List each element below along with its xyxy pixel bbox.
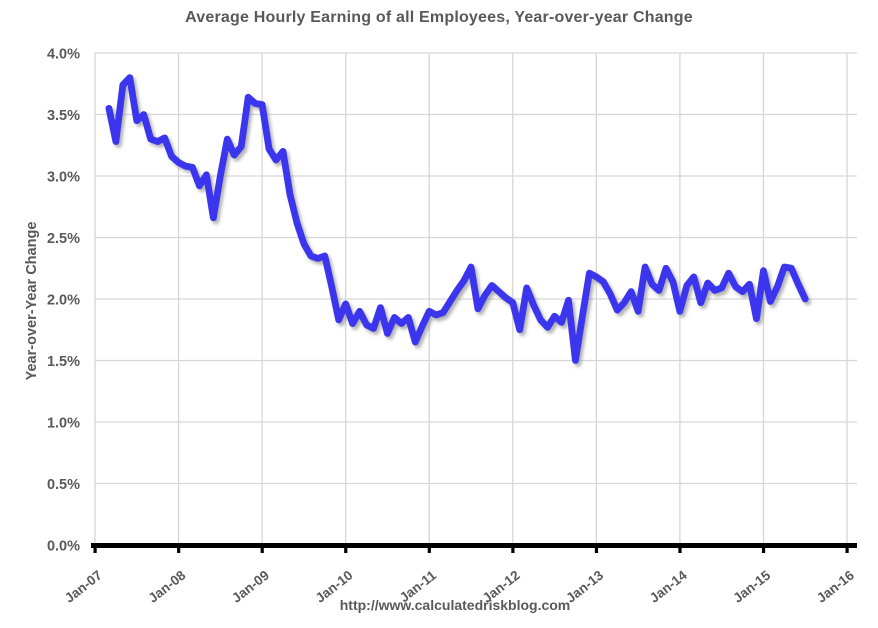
y-tick-label: 2.5%: [47, 231, 80, 247]
y-tick-label: 0.0%: [47, 539, 80, 555]
source-url: http://www.calculatedriskblog.com: [339, 597, 571, 613]
x-axis-tick: [678, 548, 682, 553]
y-tick-label: 3.0%: [47, 170, 80, 186]
x-axis-tick: [344, 548, 348, 553]
x-axis-tick: [511, 548, 515, 553]
chart-title: Average Hourly Earning of all Employees,…: [185, 9, 693, 26]
x-axis-tick: [93, 548, 97, 553]
y-tick-label: 3.5%: [47, 108, 80, 124]
y-tick-label: 1.5%: [47, 354, 80, 370]
x-axis-tick: [177, 548, 181, 553]
y-tick-label: 4.0%: [47, 47, 80, 63]
x-axis-tick: [427, 548, 431, 553]
y-tick-label: 2.0%: [47, 293, 80, 309]
x-axis: [91, 543, 857, 553]
axis-tick-labels: 0.0%0.5%1.0%1.5%2.0%2.5%3.0%3.5%4.0%Jan-…: [47, 47, 857, 606]
y-tick-label: 1.0%: [47, 416, 80, 432]
x-axis-line: [91, 543, 857, 548]
x-axis-tick: [594, 548, 599, 553]
x-axis-tick: [845, 548, 849, 553]
data-series: [105, 74, 809, 364]
y-tick-label: 0.5%: [47, 477, 80, 493]
x-axis-tick: [260, 548, 264, 553]
x-axis-tick: [761, 548, 766, 553]
data-line: [105, 74, 809, 364]
